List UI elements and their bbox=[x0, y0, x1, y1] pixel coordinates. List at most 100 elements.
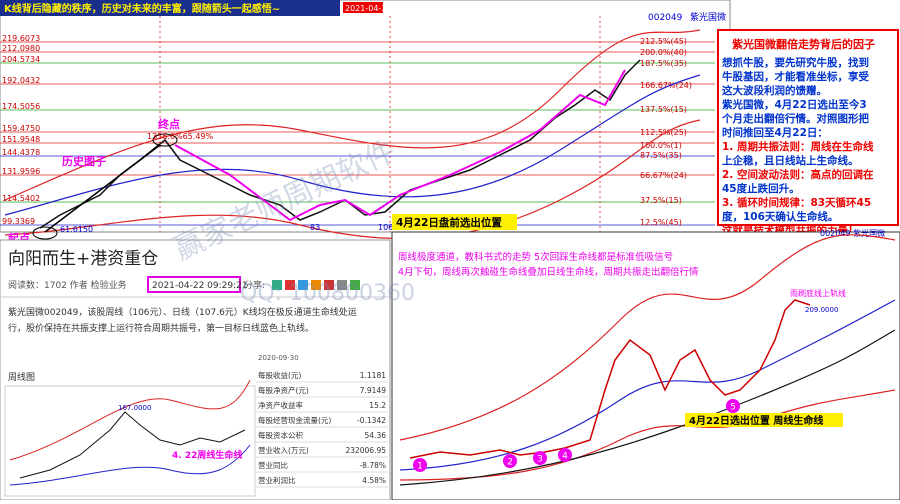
table-key: 每股净资产(元) bbox=[258, 385, 309, 395]
side-line: 3. 循环时间规律：83天循环45 bbox=[722, 196, 871, 209]
weekly-date: 2020-09-30 bbox=[258, 354, 299, 362]
price-label: 159.4750 bbox=[2, 124, 40, 133]
pct-label: 12.5%(45) bbox=[640, 218, 682, 227]
price-label: 219.6073 bbox=[2, 34, 40, 43]
table-key: 每股资本公积 bbox=[258, 430, 303, 440]
pct-label: 137.5%(15) bbox=[640, 105, 687, 114]
share-icons bbox=[272, 280, 360, 290]
side-line: 1. 周期共振法则：周线在生命线 bbox=[722, 140, 874, 153]
table-value: -0.1342 bbox=[357, 416, 386, 425]
top-chart-frame bbox=[0, 0, 731, 233]
weekly-note: 4. 22周线生命线 bbox=[172, 449, 242, 461]
article-body: 紫光国微002049，该股周线（106元）、日线（107.6元）K线均在极反通道… bbox=[8, 306, 357, 318]
price-label: 131.9596 bbox=[2, 167, 40, 176]
table-key: 营业收入(万元) bbox=[258, 445, 309, 455]
table-key: 每股收益(元) bbox=[258, 370, 301, 380]
article-meta: 阅读数：1702 作者 检验业务 bbox=[8, 279, 127, 291]
price-label: 151.9548 bbox=[2, 135, 40, 144]
table-value: 15.2 bbox=[369, 401, 386, 410]
side-line: 个月走出翻倍行情。对照图形把 bbox=[721, 112, 869, 125]
pct-label: 66.67%(24) bbox=[640, 171, 687, 180]
pct-label: 200.0%(40) bbox=[640, 48, 687, 57]
side-panel bbox=[717, 29, 899, 226]
table-value: -8.78% bbox=[359, 461, 386, 470]
article-body: 行，股价保持在共振支撑上运行符合周期共振号，第一目标日线蓝色上轨线。 bbox=[8, 322, 314, 334]
weekly-mid bbox=[9, 444, 251, 486]
wave2-label: 106 bbox=[378, 223, 393, 232]
bottom-upper bbox=[399, 234, 896, 441]
table-value: 54.36 bbox=[365, 431, 387, 440]
article-time: 2021-04-22 09:29:21 bbox=[152, 281, 248, 291]
touch-number: 1 bbox=[417, 462, 423, 472]
weekly-high: 167.0000 bbox=[118, 404, 151, 412]
side-line: 紫光国微，4月22日选出至今3 bbox=[722, 98, 867, 111]
price-label: 99.3369 bbox=[2, 217, 35, 226]
table-key: 营业利润比 bbox=[258, 475, 296, 485]
bottom-note: 4月下旬，周线再次触碰生命线叠加日线生命线，周期共振走出翻倍行情 bbox=[398, 266, 699, 278]
bottom-chart bbox=[391, 231, 900, 501]
side-line: 度，106天确认生命线。 bbox=[722, 210, 838, 223]
table-key: 营业同比 bbox=[258, 460, 288, 470]
price-label: 174.5056 bbox=[2, 102, 40, 111]
bottom-pick: 4月22日选出位置 周线生命线 bbox=[689, 414, 823, 427]
bottom-mid bbox=[399, 299, 896, 471]
weekly-title: 周线图 bbox=[8, 371, 35, 383]
pct-label: 37.5%(15) bbox=[640, 196, 682, 205]
table-value: 1.1181 bbox=[360, 371, 386, 380]
pct-label: 112.5%(25) bbox=[640, 128, 687, 137]
pct-label: 187.5%(35) bbox=[640, 59, 687, 68]
touch-circle bbox=[503, 454, 517, 468]
wave-path bbox=[174, 69, 626, 222]
low-label: 61.6150 bbox=[60, 225, 93, 234]
pick-bg bbox=[392, 214, 517, 230]
stock-name: 紫光国微 bbox=[690, 11, 726, 23]
price-label: 144.4378 bbox=[2, 148, 40, 157]
table-key: 净资产收益率 bbox=[258, 400, 303, 410]
touch-number: 5 bbox=[730, 403, 736, 413]
bottom-code: 002049 紫光国微 bbox=[820, 228, 885, 238]
price-label: 192.0432 bbox=[2, 76, 40, 85]
touch-circle bbox=[413, 458, 427, 472]
touch-number: 2 bbox=[507, 458, 513, 468]
time-box bbox=[147, 276, 241, 293]
banner-bg bbox=[0, 0, 340, 16]
table-value: 232006.95 bbox=[345, 446, 386, 455]
trend-arrow bbox=[44, 144, 161, 233]
end-circle bbox=[152, 133, 178, 147]
pct-label: 212.5%(45) bbox=[640, 37, 687, 46]
wave-label: 83 bbox=[310, 223, 320, 232]
side-line: 这大波段利润的馈赠。 bbox=[722, 84, 827, 97]
touch-number: 3 bbox=[537, 455, 543, 465]
table-value: 4.58% bbox=[362, 476, 386, 485]
upper-label: 雨刷底线上轨线 bbox=[790, 288, 846, 298]
high-label: 1356.6%65.49% bbox=[147, 132, 213, 141]
share-label: 分享: bbox=[244, 279, 265, 291]
side-line: 上企稳，且日线站上生命线。 bbox=[722, 154, 859, 167]
article-title: 向阳而生+港资重仓 bbox=[8, 249, 158, 269]
history-label: 历史图子 bbox=[62, 154, 106, 168]
pick-label: 4月22日盘前选出位置 bbox=[396, 216, 502, 229]
side-line: 时间推回至4月22日： bbox=[722, 126, 828, 139]
touch-circle bbox=[558, 448, 572, 462]
bottom-note: 周线极度通道，教科书式的走势 5次回踩生命线都是标准低吸信号 bbox=[398, 251, 673, 263]
side-line: 2. 空间波动法则：高点的回调在 bbox=[722, 168, 874, 181]
bottom-price bbox=[409, 299, 811, 459]
price-label: 212.0980 bbox=[2, 44, 40, 53]
mid-band bbox=[4, 74, 701, 216]
side-line: 牛股基因，才能看准坐标，享受 bbox=[722, 70, 869, 83]
side-title: 紫光国微翻倍走势背后的因子 bbox=[732, 37, 875, 51]
price-label: 204.5734 bbox=[2, 55, 40, 64]
fin-table: 每股收益(元) 1.1181 每股净资产(元) 7.9149 净资产收益率 15.2 每股经… bbox=[256, 370, 388, 488]
bottom-pick-bg bbox=[685, 413, 843, 427]
weekly-price bbox=[19, 411, 246, 479]
start-circle bbox=[32, 226, 58, 240]
date-marker: 2021-04-22 bbox=[345, 4, 392, 13]
price-label: 114.5402 bbox=[2, 194, 40, 203]
touch-circle bbox=[533, 451, 547, 465]
side-line: 想抓牛股，要先研究牛股，找到 bbox=[721, 56, 869, 69]
touch-circle bbox=[726, 399, 740, 413]
end-label: 终点 bbox=[158, 117, 180, 131]
table-key: 每股经营现金流量(元) bbox=[258, 415, 331, 425]
